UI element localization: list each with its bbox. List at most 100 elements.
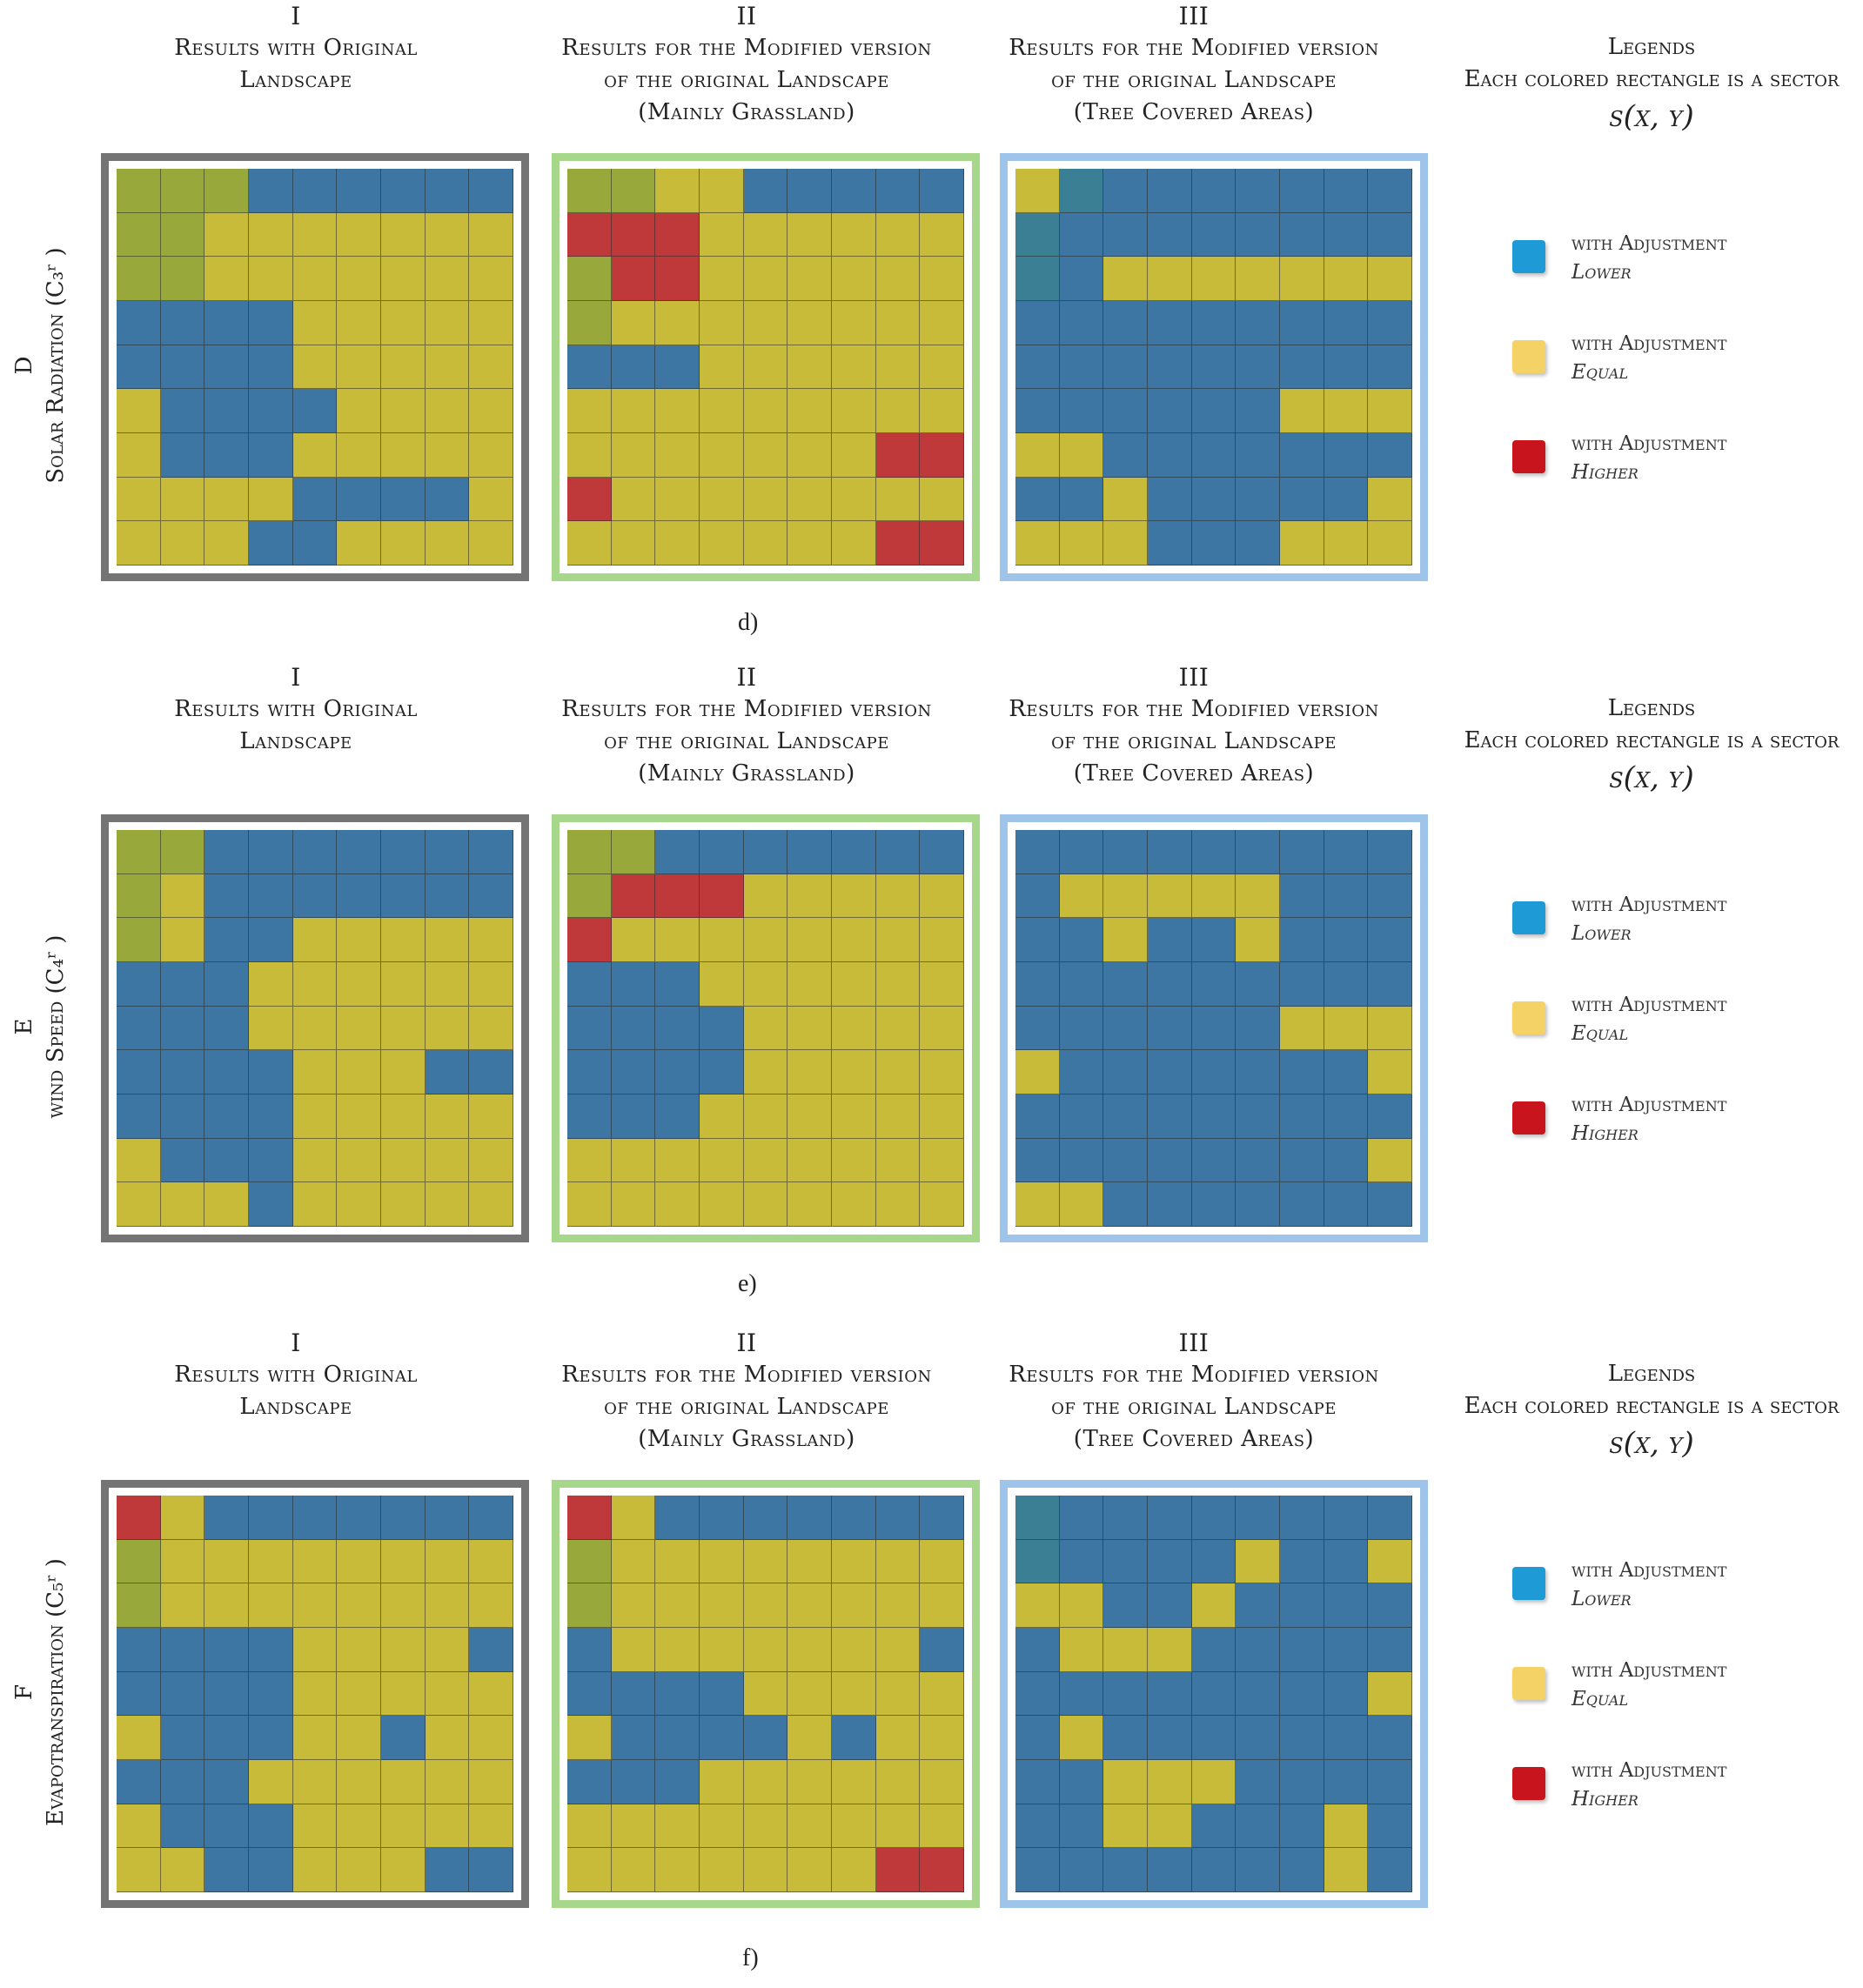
sector-cell: [160, 301, 205, 345]
sector-cell: [832, 301, 876, 345]
sector-cell: [1148, 212, 1192, 258]
column-title-line: Landscape: [239, 1394, 352, 1420]
sector-cell: [381, 169, 426, 213]
sector-cell: [1015, 301, 1060, 345]
sector-cell: [1148, 962, 1192, 1007]
sector-cell: [920, 874, 964, 919]
legend-text: with Adjustment Higher: [1571, 1091, 1726, 1148]
sector-cell: [920, 1539, 964, 1584]
sector-cell: [1103, 1628, 1148, 1672]
sector-cell: [425, 874, 470, 919]
sector-cell: [787, 212, 832, 258]
sector-cell: [249, 169, 293, 213]
legend-text: with Adjustment Lower: [1571, 230, 1726, 287]
sector-cell: [1324, 1050, 1369, 1094]
sector-cell: [337, 1539, 381, 1584]
sector-cell: [1148, 521, 1192, 566]
sector-cell: [1236, 389, 1280, 433]
sector-cell: [743, 257, 788, 301]
sector-cell: [292, 345, 338, 390]
sector-cell: [1368, 1848, 1412, 1892]
sector-cell: [381, 1671, 426, 1717]
sector-cell: [469, 1848, 513, 1892]
sector-cell: [381, 1138, 426, 1183]
legend-line1: with Adjustment: [1571, 432, 1727, 455]
row-variable: wind Speed (C₄ʳ ): [43, 934, 69, 1119]
sector-cell: [425, 212, 470, 258]
sector-cell: [425, 477, 470, 522]
sector-cell: [1280, 874, 1324, 919]
sector-cell: [700, 1050, 744, 1094]
sector-cell: [1059, 1848, 1104, 1892]
sector-cell: [567, 1496, 612, 1540]
sector-cell: [655, 301, 700, 345]
sector-cell: [567, 1006, 612, 1051]
sector-cell: [832, 212, 876, 258]
sector-cell: [381, 918, 426, 962]
sector-cell: [920, 1760, 964, 1804]
sector-cell: [204, 1583, 249, 1628]
sector-cell: [1103, 301, 1148, 345]
sector-cell: [160, 918, 205, 962]
sector-cell: [1059, 1050, 1104, 1094]
column-title-line: of the original Landscape: [604, 728, 889, 754]
sector-cell: [1368, 1804, 1412, 1849]
sector-cell: [1280, 1760, 1324, 1804]
sector-cell: [875, 301, 921, 345]
sector-cell: [832, 918, 876, 962]
sector-cell: [337, 1050, 381, 1094]
row-letter: E: [11, 1018, 37, 1035]
sector-cell: [1324, 1094, 1369, 1139]
sector-cell: [425, 1848, 470, 1892]
sector-cell: [1236, 345, 1280, 390]
sector-cell: [832, 1671, 876, 1717]
sector-grid: [117, 830, 513, 1227]
sector-cell: [611, 1182, 656, 1227]
sector-cell: [743, 1804, 788, 1849]
sector-cell: [875, 918, 921, 962]
sector-cell: [1368, 962, 1412, 1007]
sector-cell: [1368, 1583, 1412, 1628]
panel-ii: [552, 814, 980, 1242]
sector-cell: [1280, 1716, 1324, 1760]
sector-cell: [787, 1848, 832, 1892]
sector-cell: [337, 918, 381, 962]
legend-line1: with Adjustment: [1571, 1094, 1727, 1116]
sector-cell: [1324, 389, 1369, 433]
sector-cell: [743, 1671, 788, 1717]
sector-cell: [249, 1848, 293, 1892]
sector-cell: [204, 962, 249, 1007]
sector-cell: [1148, 874, 1192, 919]
sector-cell: [875, 874, 921, 919]
sector-cell: [743, 301, 788, 345]
legend-line1: with Adjustment: [1571, 1559, 1727, 1582]
sector-cell: [160, 1804, 205, 1849]
sector-cell: [249, 1094, 293, 1139]
sector-cell: [920, 301, 964, 345]
sector-cell: [1236, 521, 1280, 566]
sector-cell: [204, 830, 249, 874]
column-title-line: Results for the Modified version: [1009, 35, 1379, 61]
sector-cell: [249, 1006, 293, 1051]
row-label-text: D Solar Radiation (C₃ʳ ): [9, 247, 71, 483]
sector-cell: [425, 1094, 470, 1139]
sector-cell: [1191, 1716, 1236, 1760]
sector-cell: [1103, 169, 1148, 213]
sector-cell: [1103, 1848, 1148, 1892]
sector-cell: [655, 1138, 700, 1183]
sector-cell: [832, 1496, 876, 1540]
legend: with Adjustment Lower with Adjustment Equal…: [1512, 1559, 1843, 1862]
sector-cell: [292, 1006, 338, 1051]
sector-cell: [117, 1050, 161, 1094]
sector-cell: [875, 212, 921, 258]
sector-cell: [117, 1760, 161, 1804]
sector-cell: [743, 962, 788, 1007]
column-number: III: [1178, 663, 1210, 692]
sector-cell: [117, 1583, 161, 1628]
sector-cell: [700, 389, 744, 433]
sector-cell: [469, 1716, 513, 1760]
row-label-text: F Evapotranspiration (C₅ʳ ): [9, 1558, 71, 1826]
sector-cell: [1324, 874, 1369, 919]
sector-cell: [160, 962, 205, 1007]
